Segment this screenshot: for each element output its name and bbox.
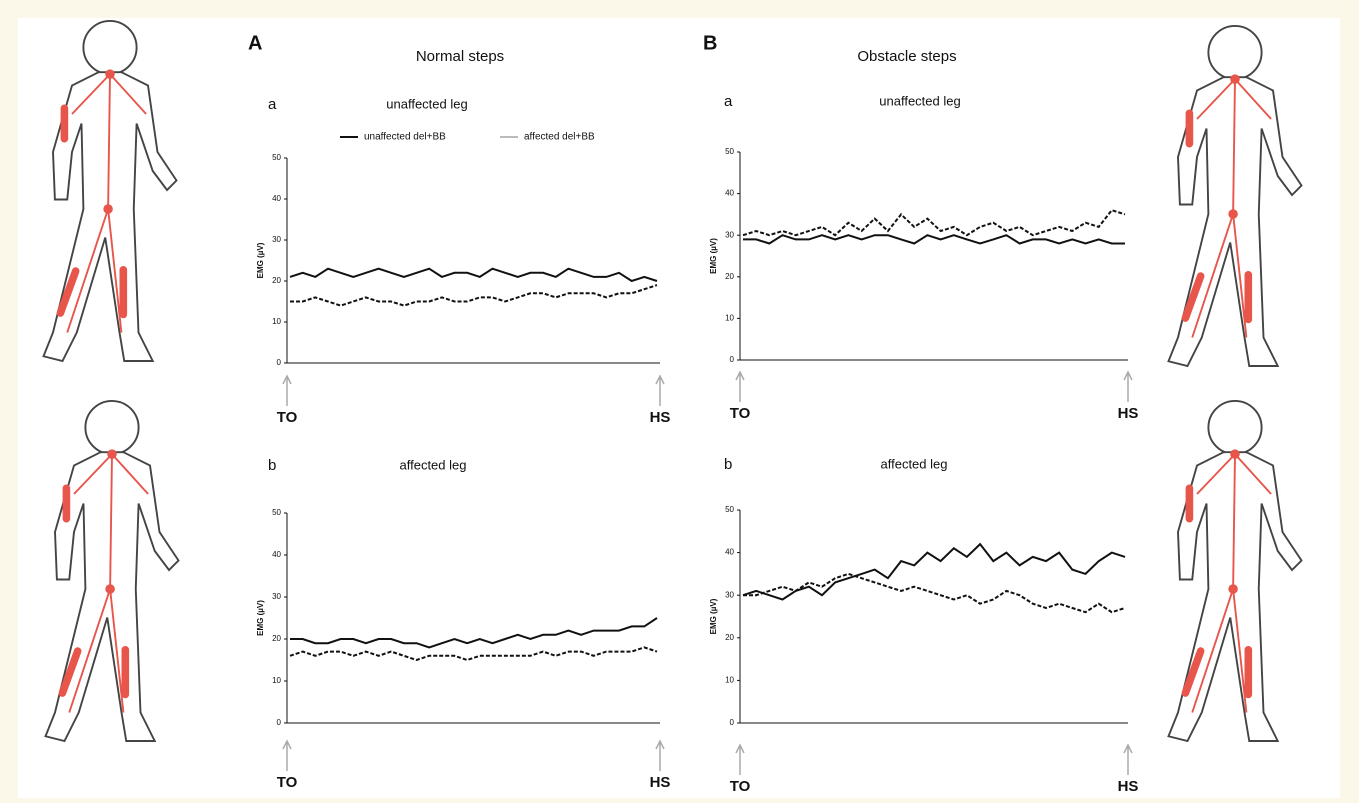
x-tick-label: TO [277, 774, 298, 791]
emg-line [290, 284, 658, 307]
chart-subtitle: a [724, 93, 733, 110]
panel-title: Obstacle steps [857, 48, 956, 65]
x-tick-label: HS [1118, 405, 1139, 422]
y-tick-label: 30 [725, 230, 734, 239]
figure-background [18, 18, 1340, 798]
legend-label: affected del+BB [524, 132, 595, 143]
event-arrow [282, 374, 292, 406]
y-tick-label: 20 [272, 634, 281, 643]
x-tick-label: HS [650, 774, 671, 791]
chart-subtitle: a [268, 96, 277, 113]
chart-subtitle: b [724, 456, 732, 473]
event-arrow [1123, 370, 1133, 402]
y-tick-label: 40 [272, 550, 281, 559]
event-arrow [735, 743, 745, 775]
emg-line [743, 572, 1126, 614]
event-arrow [655, 739, 665, 771]
x-tick-label: HS [1118, 778, 1139, 795]
y-tick-label: 10 [272, 676, 281, 685]
x-tick-label: TO [277, 409, 298, 426]
emg-line [743, 234, 1125, 245]
y-tick-label: 0 [277, 358, 282, 367]
chart-title: affected leg [881, 456, 948, 471]
y-tick-label: 30 [725, 590, 734, 599]
y-axis-label: EMG (µV) [709, 238, 718, 274]
x-tick-label: TO [730, 778, 751, 795]
y-tick-label: 50 [725, 505, 734, 514]
y-tick-label: 50 [272, 153, 281, 162]
emg-line [289, 646, 658, 662]
chart-title: affected leg [400, 457, 467, 472]
event-arrow [282, 739, 292, 771]
y-axis-label: EMG (µV) [256, 242, 265, 278]
y-tick-label: 10 [725, 676, 734, 685]
y-tick-label: 0 [277, 718, 282, 727]
chart-title: unaffected leg [879, 93, 960, 108]
y-tick-label: 20 [272, 276, 281, 285]
y-axis-label: EMG (µV) [256, 600, 265, 636]
chart-subtitle: b [268, 457, 276, 474]
y-tick-label: 20 [725, 633, 734, 642]
chart-title: unaffected leg [386, 96, 467, 111]
event-arrow [735, 370, 745, 402]
x-tick-label: TO [730, 405, 751, 422]
event-arrow [655, 374, 665, 406]
panel-letter: B [703, 32, 717, 54]
y-tick-label: 50 [272, 508, 281, 517]
y-tick-label: 40 [272, 194, 281, 203]
y-axis-label: EMG (µV) [709, 598, 718, 634]
y-tick-label: 50 [725, 147, 734, 156]
panel-letter: A [248, 32, 262, 54]
y-tick-label: 0 [730, 718, 735, 727]
emg-line [742, 209, 1126, 237]
event-arrow [1123, 743, 1133, 775]
emg-line [289, 267, 658, 283]
panel-title: Normal steps [416, 48, 504, 65]
y-tick-label: 30 [272, 592, 281, 601]
y-tick-label: 10 [725, 314, 734, 323]
y-tick-label: 0 [730, 355, 735, 364]
y-tick-label: 40 [725, 548, 734, 557]
y-tick-label: 40 [725, 189, 734, 198]
emg-line [290, 617, 658, 649]
y-tick-label: 30 [272, 235, 281, 244]
emg-line [742, 542, 1126, 601]
y-tick-label: 20 [725, 272, 734, 281]
y-tick-label: 10 [272, 317, 281, 326]
x-tick-label: HS [650, 409, 671, 426]
legend-label: unaffected del+BB [364, 132, 446, 143]
